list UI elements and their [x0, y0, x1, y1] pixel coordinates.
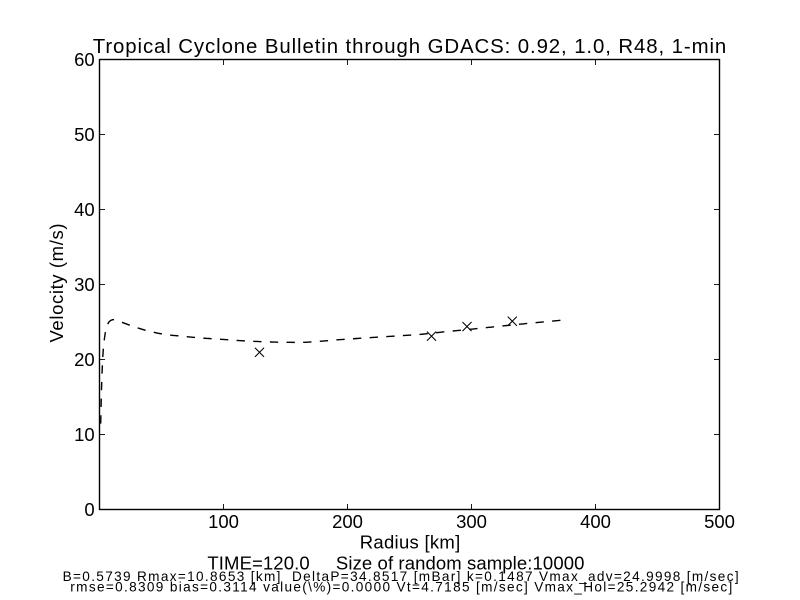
svg-text:10: 10	[74, 424, 95, 445]
svg-text:Radius [km]: Radius [km]	[360, 532, 461, 553]
svg-text:60: 60	[74, 49, 95, 70]
svg-text:Velocity (m/s): Velocity (m/s)	[46, 224, 67, 343]
svg-text:20: 20	[74, 349, 95, 370]
svg-text:30: 30	[74, 274, 95, 295]
svg-text:500: 500	[704, 511, 735, 532]
svg-text:40: 40	[74, 199, 95, 220]
svg-text:300: 300	[456, 511, 487, 532]
svg-text:50: 50	[74, 124, 95, 145]
svg-text:400: 400	[580, 511, 611, 532]
svg-text:rmse=0.8309 bias=0.3114 value(: rmse=0.8309 bias=0.3114 value(\%)=0.0000…	[70, 580, 732, 595]
svg-text:TIME=120.0 Size of random: TIME=120.0 Size of random sample:10000	[207, 552, 584, 573]
svg-text:Tropical Cyclone Bulletin thro: Tropical Cyclone Bulletin through GDACS:…	[93, 36, 727, 58]
svg-text:200: 200	[332, 511, 363, 532]
svg-text:0: 0	[84, 499, 94, 520]
svg-text:B=0.5739 Rmax=10.8653 [km] De: B=0.5739 Rmax=10.8653 [km] DeltaP=34.851…	[63, 569, 739, 584]
svg-text:100: 100	[208, 511, 239, 532]
